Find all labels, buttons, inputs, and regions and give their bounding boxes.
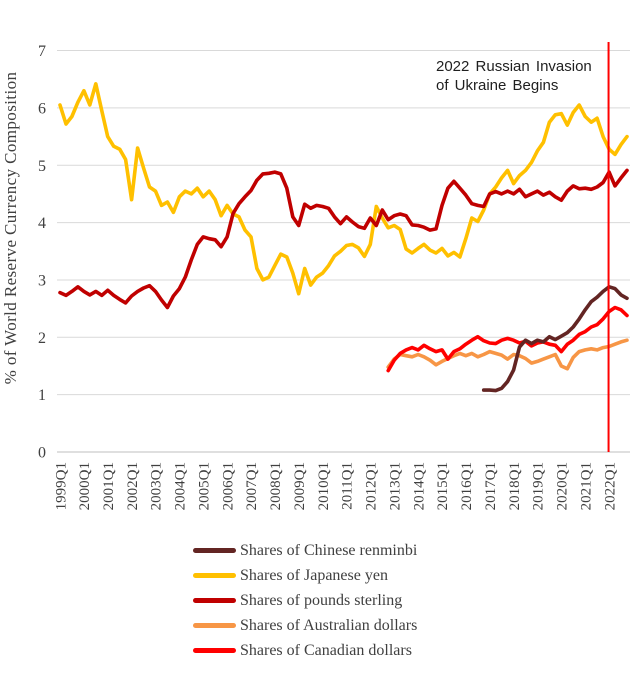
x-axis-ticks: 1999Q1 2000Q1 2001Q1 2002Q1 2003Q1 2004Q1 2005… <box>53 462 618 510</box>
x-tick-2016Q1: 2016Q1 <box>459 462 475 510</box>
line-shares-of-japanese-yen <box>58 82 629 296</box>
yen-line-swatch <box>193 573 236 578</box>
line-shares-of-australian-dollars <box>386 338 629 371</box>
x-tick-2021Q1: 2021Q1 <box>578 462 594 510</box>
series-lines <box>58 82 629 393</box>
legend-label: Shares of Chinese renminbi <box>240 541 418 559</box>
x-tick-2010Q1: 2010Q1 <box>316 462 332 510</box>
y-tick-0: 0 <box>38 445 46 462</box>
x-tick-2015Q1: 2015Q1 <box>435 462 451 510</box>
line-shares-of-chinese-renminbi <box>481 284 629 393</box>
annotation-label: 2022 Russian Invasion of Ukraine Begins <box>436 57 616 95</box>
x-tick-1999Q1: 1999Q1 <box>53 462 69 510</box>
legend-label: Shares of Canadian dollars <box>240 641 412 659</box>
y-tick-1: 1 <box>38 387 46 404</box>
x-tick-2009Q1: 2009Q1 <box>292 462 308 510</box>
x-tick-2018Q1: 2018Q1 <box>507 462 523 510</box>
x-tick-2008Q1: 2008Q1 <box>268 462 284 510</box>
legend-item-renminbi: Shares of Chinese renminbi <box>193 538 417 563</box>
legend-label: Shares of Japanese yen <box>240 566 388 584</box>
x-tick-2006Q1: 2006Q1 <box>220 462 236 510</box>
annotation-line-1: 2022 Russian Invasion <box>436 58 592 75</box>
legend-item-yen: Shares of Japanese yen <box>193 563 417 588</box>
y-tick-5: 5 <box>38 158 46 175</box>
x-tick-2007Q1: 2007Q1 <box>244 462 260 510</box>
y-tick-4: 4 <box>38 215 46 232</box>
y-axis-ticks: 0 1 2 3 4 5 6 7 <box>38 43 46 461</box>
y-tick-6: 6 <box>38 100 46 117</box>
x-tick-2011Q1: 2011Q1 <box>340 462 356 510</box>
x-tick-2019Q1: 2019Q1 <box>531 462 547 510</box>
x-tick-2020Q1: 2020Q1 <box>555 462 571 510</box>
x-tick-2012Q1: 2012Q1 <box>364 462 380 510</box>
x-tick-2013Q1: 2013Q1 <box>387 462 403 510</box>
renminbi-line-swatch <box>193 548 236 553</box>
annotation-line-2: of Ukraine Begins <box>436 77 559 94</box>
legend-item-canadian: Shares of Canadian dollars <box>193 638 417 663</box>
gridlines <box>57 50 630 453</box>
x-tick-2001Q1: 2001Q1 <box>101 462 117 510</box>
x-tick-2002Q1: 2002Q1 <box>125 462 141 510</box>
x-tick-2005Q1: 2005Q1 <box>196 462 212 510</box>
y-tick-2: 2 <box>38 330 46 347</box>
line-shares-of-canadian-dollars <box>386 305 629 373</box>
canadian-line-swatch <box>193 648 236 653</box>
pounds-line-swatch <box>193 598 236 603</box>
x-tick-2014Q1: 2014Q1 <box>411 462 427 510</box>
x-tick-2017Q1: 2017Q1 <box>483 462 499 510</box>
line-shares-of-pounds-sterling <box>58 168 629 310</box>
y-tick-3: 3 <box>38 272 46 289</box>
legend-item-australian: Shares of Australian dollars <box>193 613 417 638</box>
x-tick-2004Q1: 2004Q1 <box>173 462 189 510</box>
australian-line-swatch <box>193 623 236 628</box>
x-tick-2000Q1: 2000Q1 <box>77 462 93 510</box>
legend-item-pounds: Shares of pounds sterling <box>193 588 417 613</box>
legend-label: Shares of Australian dollars <box>240 616 418 634</box>
x-tick-2022Q1: 2022Q1 <box>602 462 618 510</box>
legend: Shares of Chinese renminbi Shares of Jap… <box>193 538 417 663</box>
y-tick-7: 7 <box>38 43 46 60</box>
y-axis-title: % of World Reserve Currency Composition <box>1 72 20 385</box>
legend-label: Shares of pounds sterling <box>240 591 403 609</box>
x-tick-2003Q1: 2003Q1 <box>149 462 165 510</box>
